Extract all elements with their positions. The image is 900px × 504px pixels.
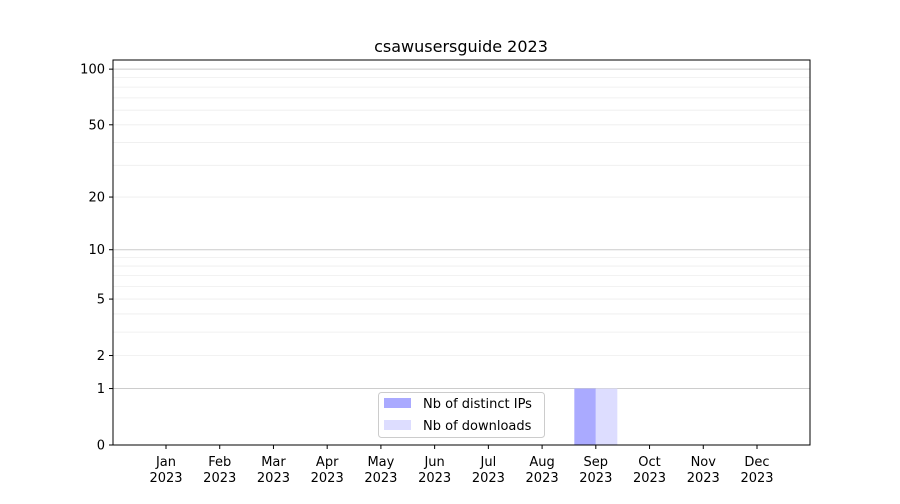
x-tick-label: 2023 (633, 471, 666, 486)
x-tick-label: 2023 (740, 471, 773, 486)
x-tick-label: 2023 (687, 471, 720, 486)
x-tick-label: Mar (261, 455, 286, 470)
x-tick-label: Nov (691, 455, 717, 470)
x-tick-label: Jan (155, 455, 176, 470)
x-tick-label: 2023 (579, 471, 612, 486)
x-tick-label: Dec (744, 455, 769, 470)
x-tick-label: 2023 (526, 471, 559, 486)
x-tick-label: 2023 (257, 471, 290, 486)
x-tick-label: May (367, 455, 394, 470)
y-tick-label: 50 (88, 118, 105, 133)
plot-frame (112, 59, 811, 446)
x-tick-label: 2023 (311, 471, 344, 486)
bar (595, 388, 618, 445)
y-tick-label: 1 (97, 382, 105, 397)
chart-title: csawusersguide 2023 (374, 37, 548, 56)
x-tick-label: 2023 (149, 471, 182, 486)
y-tick-label: 20 (88, 191, 105, 206)
x-tick-label: Jul (480, 455, 497, 470)
x-tick-label: Sep (584, 455, 609, 470)
y-tick-label: 100 (80, 63, 105, 78)
legend-swatch (384, 398, 411, 408)
legend-label: Nb of downloads (423, 419, 532, 434)
x-tick-label: 2023 (203, 471, 236, 486)
x-tick-label: 2023 (418, 471, 451, 486)
x-tick-label: Aug (529, 455, 554, 470)
x-tick-label: 2023 (472, 471, 505, 486)
y-tick-label: 2 (97, 349, 105, 364)
legend-swatch (384, 420, 411, 430)
x-tick-label: 2023 (364, 471, 397, 486)
legend-label: Nb of distinct IPs (423, 397, 532, 412)
bar (574, 388, 596, 445)
legend: Nb of distinct IPs Nb of downloads (378, 392, 545, 438)
y-tick-label: 10 (88, 243, 105, 258)
y-tick-label: 5 (97, 293, 105, 308)
x-tick-label: Feb (208, 455, 231, 470)
y-tick-label: 0 (97, 439, 105, 454)
x-tick-label: Oct (638, 455, 660, 470)
legend-box (378, 392, 545, 438)
x-tick-label: Apr (316, 455, 339, 470)
x-tick-label: Jun (423, 455, 444, 470)
